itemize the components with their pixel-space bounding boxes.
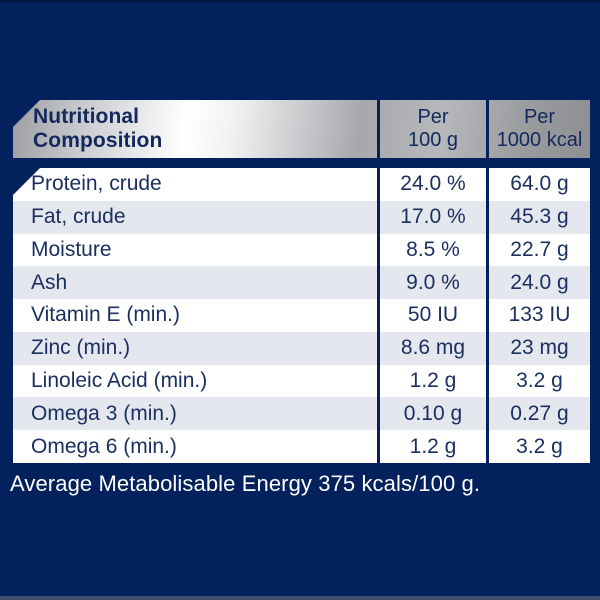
col-header-per-100g: Per 100 g (377, 100, 486, 158)
row-value-per-1000kcal: 3.2 g (486, 430, 590, 463)
row-label: Ash (31, 270, 68, 294)
table-row: Omega 6 (min.) 1.2 g 3.2 g (13, 430, 590, 463)
col-header-per-100g-line1: Per (417, 106, 449, 128)
table-row: Linoleic Acid (min.) 1.2 g 3.2 g (13, 364, 590, 398)
header-title-line1: Nutritional (33, 105, 140, 129)
energy-note: Average Metabolisable Energy 375 kcals/1… (10, 471, 481, 496)
row-label: Vitamin E (min.) (31, 303, 180, 327)
col-header-per-100g-line2: 100 g (407, 129, 459, 151)
table-row: Ash 9.0 % 24.0 g (13, 266, 590, 300)
col-header-per-1000kcal-line1: Per (523, 106, 556, 128)
row-label: Linoleic Acid (min.) (31, 369, 208, 393)
row-value-per-100g: 8.5 % (377, 233, 486, 267)
header-title-line2: Composition (33, 129, 163, 152)
table-row: Moisture 8.5 % 22.7 g (13, 233, 590, 267)
nutrition-table: Protein, crude 24.0 % 64.0 g Fat, crude … (13, 168, 590, 463)
table-header: Nutritional Composition Per 100 g Per 10… (13, 100, 590, 158)
table-row: Zinc (min.) 8.6 mg 23 mg (13, 331, 590, 365)
top-edge-line (0, 0, 600, 2)
row-label: Fat, crude (31, 205, 126, 229)
table-row: Fat, crude 17.0 % 45.3 g (13, 200, 590, 234)
bottom-edge-line (0, 596, 600, 600)
row-label: Zinc (min.) (31, 336, 131, 360)
row-value-per-1000kcal: 45.3 g (486, 200, 590, 234)
table-row: Omega 3 (min.) 0.10 g 0.27 g (13, 397, 590, 431)
col-header-per-1000kcal: Per 1000 kcal (486, 100, 590, 158)
row-label: Omega 6 (min.) (31, 434, 177, 458)
row-value-per-1000kcal: 24.0 g (486, 266, 590, 300)
row-value-per-100g: 50 IU (377, 299, 486, 332)
row-value-per-100g: 9.0 % (377, 266, 486, 300)
row-value-per-1000kcal: 3.2 g (486, 364, 590, 398)
row-value-per-1000kcal: 133 IU (486, 299, 590, 332)
row-value-per-100g: 24.0 % (377, 168, 486, 201)
row-value-per-100g: 0.10 g (377, 397, 486, 431)
table-row: Protein, crude 24.0 % 64.0 g (13, 168, 590, 201)
row-value-per-100g: 17.0 % (377, 200, 486, 234)
col-header-per-1000kcal-line2: 1000 kcal (496, 129, 583, 151)
row-value-per-1000kcal: 22.7 g (486, 233, 590, 267)
row-value-per-100g: 8.6 mg (377, 331, 486, 365)
row-value-per-1000kcal: 23 mg (486, 331, 590, 365)
row-label: Protein, crude (31, 172, 162, 196)
table-row: Vitamin E (min.) 50 IU 133 IU (13, 299, 590, 332)
row-value-per-1000kcal: 0.27 g (486, 397, 590, 431)
row-label: Moisture (31, 237, 112, 261)
row-value-per-1000kcal: 64.0 g (486, 168, 590, 201)
row-value-per-100g: 1.2 g (377, 364, 486, 398)
row-value-per-100g: 1.2 g (377, 430, 486, 463)
row-label: Omega 3 (min.) (31, 401, 177, 425)
header-title: Nutritional Composition (13, 100, 377, 158)
